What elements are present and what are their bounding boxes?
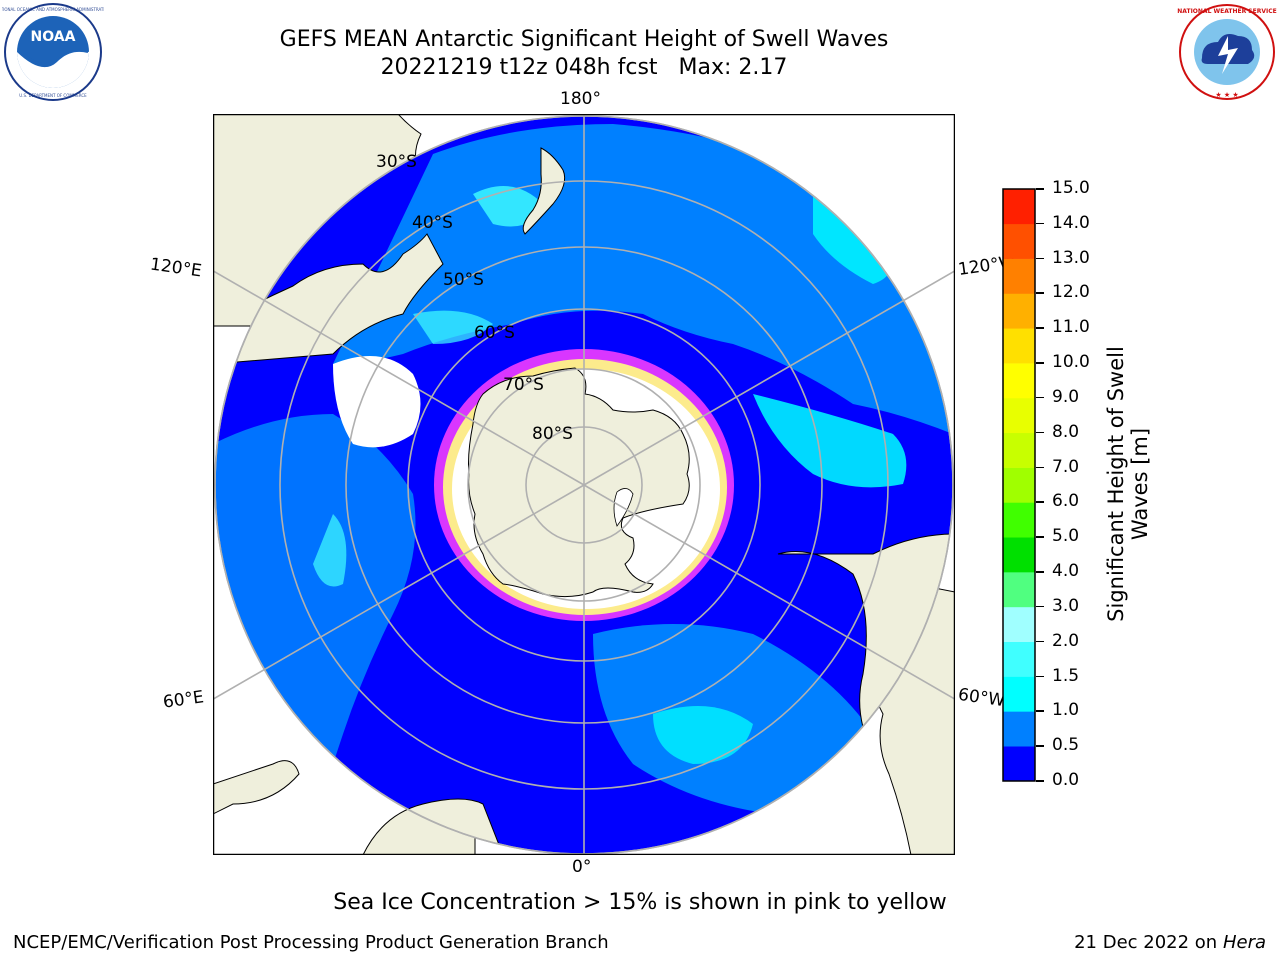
noaa-logo: NOAA NATIONAL OCEANIC AND ATMOSPHERIC AD… [2, 3, 104, 101]
max-value: Max: 2.17 [678, 55, 788, 80]
colorbar-tick-mark [1036, 292, 1044, 294]
lat-label-30s: 30°S [376, 152, 417, 172]
sea-ice-note: Sea Ice Concentration > 15% is shown in … [333, 890, 947, 915]
nws-logo: NATIONAL WEATHER SERVICE ★ ★ ★ [1177, 4, 1277, 100]
colorbar-tick-mark [1036, 396, 1044, 399]
colorbar-tick-mark [1036, 222, 1044, 225]
colorbar-tick-label: 7.0 [1052, 456, 1080, 477]
colorbar-tick-label: 4.0 [1052, 561, 1080, 582]
colorbar-segment [1003, 606, 1035, 643]
lon-label-0: 0° [572, 857, 592, 877]
colorbar-tick-label: 13.0 [1052, 247, 1090, 268]
colorbar-tick-label: 5.0 [1052, 526, 1080, 547]
colorbar [1002, 188, 1036, 782]
colorbar-tick-label: 0.0 [1052, 770, 1080, 790]
colorbar-tick-mark [1036, 675, 1044, 678]
colorbar-segment [1003, 258, 1035, 294]
colorbar-tick-mark [1036, 536, 1044, 538]
colorbar-segment [1003, 223, 1035, 259]
colorbar-tick-mark [1036, 362, 1044, 364]
colorbar-tick-label: 15.0 [1052, 178, 1090, 198]
colorbar-tick-mark [1036, 710, 1044, 712]
svg-text:NATIONAL WEATHER SERVICE: NATIONAL WEATHER SERVICE [1177, 8, 1276, 15]
forecast-run: 20221219 t12z 048h fcst [380, 55, 658, 80]
colorbar-border [1002, 188, 1036, 782]
meridian-line [583, 269, 955, 486]
colorbar-segment [1003, 502, 1035, 538]
colorbar-segment [1003, 189, 1035, 225]
colorbar-tick-mark [1036, 327, 1044, 329]
lat-label-40s: 40°S [412, 213, 453, 233]
svg-text:NOAA: NOAA [31, 29, 76, 45]
lat-label-60s: 60°S [474, 323, 515, 343]
meridian-line [213, 269, 585, 486]
colorbar-tick-label: 1.0 [1052, 700, 1080, 721]
colorbar-tick-label: 0.5 [1052, 735, 1080, 756]
colorbar-tick-label: 10.0 [1052, 352, 1090, 373]
colorbar-segment [1003, 641, 1035, 677]
colorbar-segment [1003, 328, 1035, 364]
colorbar-tick-mark [1036, 431, 1044, 434]
colorbar-tick-mark [1036, 188, 1044, 190]
colorbar-tick-label: 11.0 [1052, 317, 1090, 338]
lat-label-80s: 80°S [532, 424, 573, 444]
chart-subtitle: 20221219 t12z 048h fcst Max: 2.17 [0, 55, 1168, 81]
svg-text:★ ★ ★: ★ ★ ★ [1215, 91, 1238, 99]
colorbar-tick-label: 12.0 [1052, 282, 1090, 303]
colorbar-segment [1003, 572, 1035, 608]
colorbar-segment [1003, 711, 1035, 747]
colorbar-segment [1003, 432, 1035, 468]
colorbar-tick-mark [1036, 466, 1044, 469]
colorbar-tick-mark [1036, 571, 1044, 573]
colorbar-tick-label: 3.0 [1052, 595, 1080, 616]
svg-text:NATIONAL OCEANIC AND ATMOSPHER: NATIONAL OCEANIC AND ATMOSPHERIC ADMINIS… [2, 7, 104, 12]
colorbar-tick-label: 6.0 [1052, 491, 1080, 512]
colorbar-segment [1003, 467, 1035, 503]
colorbar-segment [1003, 293, 1035, 329]
meridian-line [583, 484, 955, 701]
colorbar-tick-mark [1036, 605, 1044, 608]
date-text: 21 Dec 2022 on [1074, 932, 1218, 953]
colorbar-tick-mark [1036, 501, 1044, 503]
meridian-line [213, 484, 585, 701]
lon-label-120e: 120°E [148, 254, 203, 282]
lat-label-50s: 50°S [443, 270, 484, 290]
colorbar-tick-mark [1036, 745, 1044, 747]
host-name: Hera [1222, 932, 1266, 953]
lon-label-60w: 60°W [956, 684, 1007, 712]
colorbar-segment [1003, 363, 1035, 399]
colorbar-segment [1003, 397, 1035, 434]
colorbar-tick-mark [1036, 780, 1044, 782]
lon-label-60e: 60°E [161, 687, 206, 713]
lon-label-180: 180° [560, 89, 601, 109]
colorbar-segment [1003, 676, 1035, 712]
colorbar-tick-label: 8.0 [1052, 421, 1080, 442]
map-frame [213, 114, 955, 855]
colorbar-tick-label: 9.0 [1052, 386, 1080, 407]
colorbar-label: Significant Height of Swell Waves [m] [1104, 346, 1152, 622]
polar-map [213, 114, 955, 855]
colorbar-tick-label: 2.0 [1052, 630, 1080, 651]
run-date: 21 Dec 2022 on Hera [1074, 932, 1266, 953]
colorbar-segment [1003, 537, 1035, 573]
lat-label-70s: 70°S [503, 375, 544, 395]
credit-text: NCEP/EMC/Verification Post Processing Pr… [13, 932, 609, 953]
colorbar-tick-mark [1036, 257, 1044, 260]
colorbar-tick-label: 1.5 [1052, 665, 1080, 686]
chart-title: GEFS MEAN Antarctic Significant Height o… [279, 27, 889, 52]
colorbar-tick-mark [1036, 640, 1044, 643]
svg-text:U.S. DEPARTMENT OF COMMERCE: U.S. DEPARTMENT OF COMMERCE [19, 93, 87, 98]
colorbar-segment [1003, 746, 1035, 782]
colorbar-tick-label: 14.0 [1052, 212, 1090, 233]
